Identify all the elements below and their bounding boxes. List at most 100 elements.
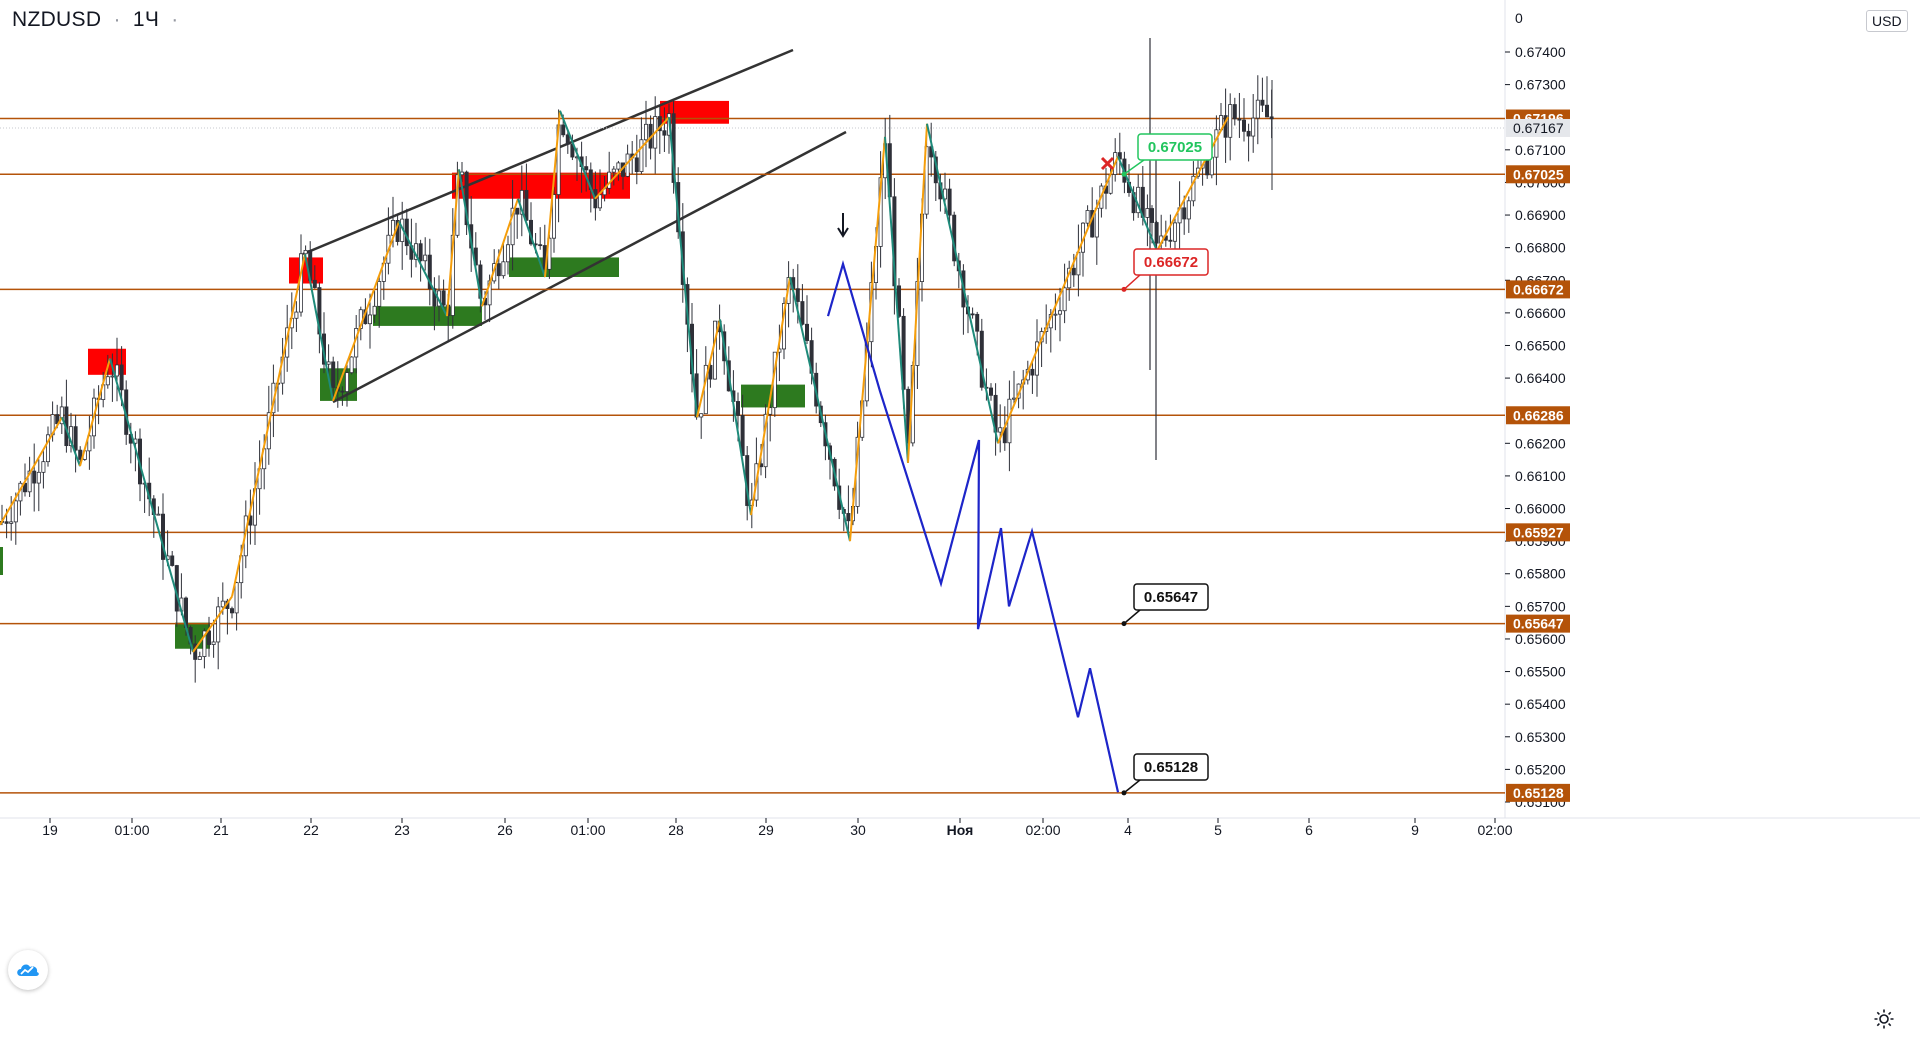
candle-body xyxy=(708,364,713,380)
candle-body xyxy=(9,521,14,524)
candle xyxy=(87,415,92,470)
candle-body xyxy=(538,244,543,247)
candle xyxy=(326,344,331,376)
price-tick-label: 0.66200 xyxy=(1515,435,1566,451)
candle xyxy=(1081,222,1086,277)
candle xyxy=(598,169,603,212)
zigzag-segment xyxy=(594,116,670,200)
candle-body xyxy=(795,288,800,302)
candle xyxy=(639,117,644,175)
current-price-badge-label: 0.67167 xyxy=(1513,120,1564,136)
price-tick-label: 0.65400 xyxy=(1515,696,1566,712)
symbol-name: NZDUSD xyxy=(12,8,102,31)
zigzag-layer xyxy=(0,110,1229,653)
candle xyxy=(846,485,851,533)
candle-body xyxy=(1265,104,1270,118)
candle-body xyxy=(41,461,46,473)
tradingview-logo-icon[interactable] xyxy=(8,950,48,990)
candle-body xyxy=(441,290,446,306)
candle xyxy=(1085,205,1090,227)
currency-badge[interactable]: USD xyxy=(1866,10,1908,32)
zigzag-segment xyxy=(997,155,1119,444)
candle-body xyxy=(634,157,639,173)
candle xyxy=(805,295,810,344)
candle-body xyxy=(1145,208,1150,218)
candle-body xyxy=(1062,287,1067,312)
zigzag-segment xyxy=(719,319,752,516)
time-tick-label: 29 xyxy=(758,822,774,838)
candle-body xyxy=(662,130,667,136)
gear-icon[interactable] xyxy=(1870,1005,1898,1033)
candle xyxy=(1021,369,1026,410)
candle-body xyxy=(1191,175,1196,202)
demand-zone xyxy=(509,257,619,277)
time-tick-label: 02:00 xyxy=(1025,822,1060,838)
candle-body xyxy=(1058,310,1063,315)
candle xyxy=(708,359,713,388)
time-tick-label: 22 xyxy=(303,822,319,838)
candle xyxy=(970,307,975,319)
candle xyxy=(1168,214,1173,248)
candle-body xyxy=(510,207,515,246)
candle xyxy=(1228,93,1233,161)
price-tick-label: 0.67100 xyxy=(1515,142,1566,158)
candle xyxy=(1177,181,1182,252)
zigzag-segment xyxy=(907,123,928,463)
zigzag-segment xyxy=(398,221,448,317)
candle xyxy=(1076,224,1081,297)
candle-body xyxy=(713,320,718,380)
callout-anchor xyxy=(1121,621,1127,627)
candle-body xyxy=(1182,207,1187,220)
candle xyxy=(800,284,805,326)
candle xyxy=(501,243,506,279)
candle-body xyxy=(110,375,115,378)
time-tick-label: 4 xyxy=(1124,822,1132,838)
callout-box xyxy=(1133,248,1209,276)
price-tick-label: 0.66000 xyxy=(1515,501,1566,517)
price-tick-label: 0.66500 xyxy=(1515,337,1566,353)
candle xyxy=(644,100,649,168)
candle xyxy=(1053,293,1058,331)
candle-body xyxy=(515,207,520,215)
candle-body xyxy=(206,630,211,645)
candle xyxy=(317,282,322,354)
level-price-badge-label: 0.66286 xyxy=(1513,407,1564,423)
candle xyxy=(331,356,336,398)
candle xyxy=(616,160,621,181)
callout-box xyxy=(1133,753,1209,781)
callout-pointer xyxy=(1123,779,1141,794)
levels-layer xyxy=(0,117,1505,794)
candle xyxy=(611,166,616,186)
candle xyxy=(1265,76,1270,118)
candle-body xyxy=(1053,313,1058,316)
candle xyxy=(73,414,78,473)
candle-body xyxy=(1242,119,1247,132)
candle xyxy=(294,301,299,332)
candle xyxy=(340,386,345,406)
candle-body xyxy=(4,521,9,524)
zigzag-segment xyxy=(926,123,999,444)
candle-body xyxy=(432,288,437,307)
zigzag-segment xyxy=(231,253,306,597)
candle xyxy=(59,396,64,434)
candle-body xyxy=(639,139,644,173)
candle-body xyxy=(1071,267,1076,276)
candle xyxy=(13,492,18,545)
cross-mark-icon xyxy=(1100,156,1115,171)
candle xyxy=(441,279,446,308)
candle xyxy=(432,277,437,331)
zigzag-segment xyxy=(884,136,909,463)
candle-body xyxy=(616,162,621,170)
candle-body xyxy=(211,641,216,645)
zigzag-segment xyxy=(304,253,334,402)
candle xyxy=(234,581,239,631)
zigzag-segment xyxy=(750,276,791,516)
symbol-interval[interactable]: 1Ч xyxy=(132,8,160,31)
callout-label: 0.66672 xyxy=(1144,254,1198,271)
candle-body xyxy=(340,390,345,393)
candle xyxy=(1090,187,1095,238)
time-tick-label: 26 xyxy=(497,822,513,838)
price-tick-label: 0.65500 xyxy=(1515,664,1566,680)
